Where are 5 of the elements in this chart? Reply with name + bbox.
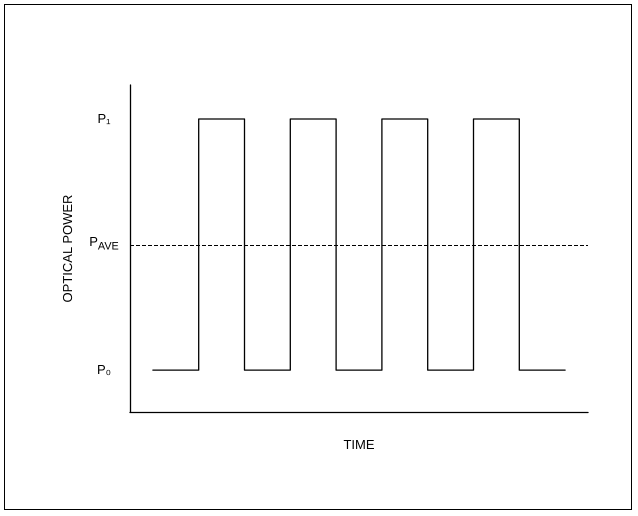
x-axis-title: TIME	[343, 437, 375, 452]
ref-line-label: P$_{AVE}$	[89, 234, 119, 252]
y-axis-title: OPTICAL POWER	[60, 194, 75, 302]
text: P₁	[97, 110, 111, 126]
text: P₀	[96, 362, 112, 377]
